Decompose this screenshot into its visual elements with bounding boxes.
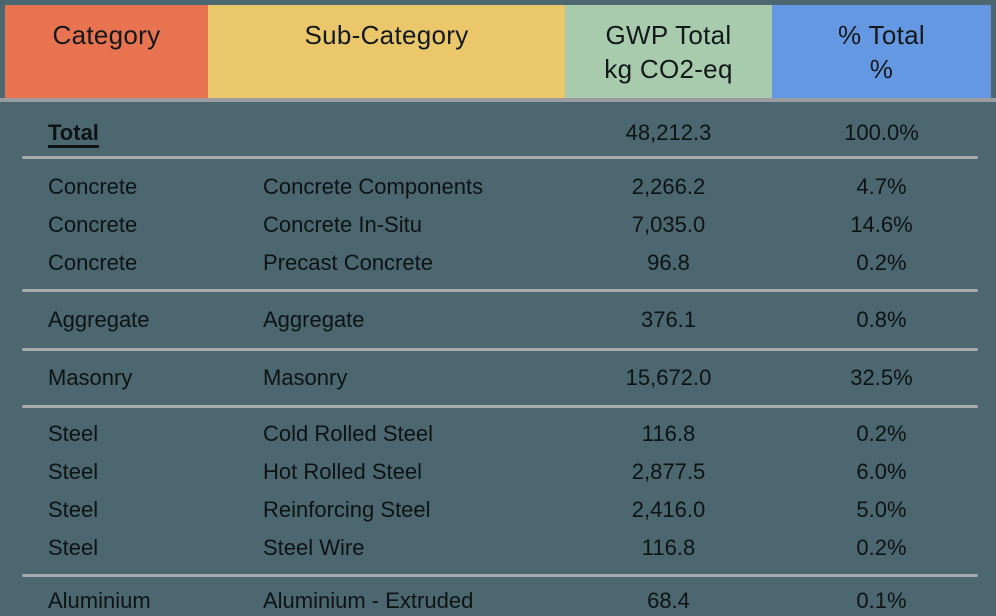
table-row: Steel Reinforcing Steel 2,416.0 5.0% xyxy=(0,491,996,529)
concrete-section: Concrete Concrete Components 2,266.2 4.7… xyxy=(0,159,996,289)
divider xyxy=(22,574,978,577)
steel-section: Steel Cold Rolled Steel 116.8 0.2% Steel… xyxy=(0,408,996,574)
pct-cell: 0.2% xyxy=(856,250,907,275)
col-header-pct-label: % Total xyxy=(838,20,925,50)
pct-cell: 32.5% xyxy=(850,365,913,390)
pct-cell: 0.1% xyxy=(856,588,907,613)
pct-cell: 0.2% xyxy=(856,421,907,446)
col-header-category-label: Category xyxy=(52,20,161,50)
col-header-subcategory-label: Sub-Category xyxy=(304,20,469,50)
table-row: Steel Cold Rolled Steel 116.8 0.2% xyxy=(0,415,996,453)
subcategory-cell: Steel Wire xyxy=(263,535,365,560)
gwp-cell: 7,035.0 xyxy=(631,212,706,237)
subcategory-cell: Cold Rolled Steel xyxy=(263,421,433,446)
divider xyxy=(22,289,978,292)
header-underline xyxy=(0,98,996,102)
table-row: Steel Steel Wire 116.8 0.2% xyxy=(0,529,996,567)
col-header-pct-unit: % xyxy=(869,54,894,84)
pct-cell: 6.0% xyxy=(856,459,907,484)
subcategory-cell: Concrete In-Situ xyxy=(263,212,422,237)
col-header-pct: % Total % xyxy=(772,5,991,98)
pct-cell: 5.0% xyxy=(856,497,907,522)
col-header-gwp-unit: kg CO2-eq xyxy=(604,54,733,84)
category-cell: Masonry xyxy=(48,365,133,390)
table-row: Concrete Concrete In-Situ 7,035.0 14.6% xyxy=(0,206,996,244)
pct-cell: 14.6% xyxy=(850,212,913,237)
pct-cell: 100.0% xyxy=(844,120,919,145)
divider xyxy=(22,156,978,159)
subcategory-cell: Aluminium - Extruded xyxy=(263,588,474,613)
subcategory-cell: Masonry xyxy=(263,365,348,390)
category-cell: Total xyxy=(48,120,99,145)
col-header-gwp-label: GWP Total xyxy=(605,20,732,50)
masonry-section: Masonry Masonry 15,672.0 32.5% xyxy=(0,351,996,405)
table-row: Masonry Masonry 15,672.0 32.5% xyxy=(0,359,996,397)
subcategory-cell: Reinforcing Steel xyxy=(263,497,431,522)
total-section: Total 48,212.3 100.0% xyxy=(0,102,996,156)
gwp-cell: 2,266.2 xyxy=(631,174,706,199)
subcategory-cell: Precast Concrete xyxy=(263,250,433,275)
col-header-subcategory: Sub-Category xyxy=(208,5,565,98)
subcategory-cell: Aggregate xyxy=(263,307,365,332)
gwp-cell: 116.8 xyxy=(641,535,696,560)
gwp-cell: 15,672.0 xyxy=(625,365,712,390)
header-row: Category Sub-Category GWP Total kg CO2-e… xyxy=(5,5,991,98)
category-cell: Concrete xyxy=(48,250,138,275)
category-cell: Steel xyxy=(48,497,99,522)
category-cell: Steel xyxy=(48,421,99,446)
gwp-cell: 116.8 xyxy=(641,421,696,446)
category-cell: Steel xyxy=(48,459,99,484)
col-header-gwp: GWP Total kg CO2-eq xyxy=(565,5,772,98)
divider xyxy=(22,348,978,351)
aggregate-section: Aggregate Aggregate 376.1 0.8% xyxy=(0,292,996,348)
gwp-cell: 2,877.5 xyxy=(631,459,706,484)
category-cell: Steel xyxy=(48,535,99,560)
pct-cell: 0.8% xyxy=(856,307,907,332)
category-cell: Concrete xyxy=(48,212,138,237)
pct-cell: 0.2% xyxy=(856,535,907,560)
gwp-cell: 68.4 xyxy=(647,588,690,613)
table-row: Concrete Concrete Components 2,266.2 4.7… xyxy=(0,168,996,206)
table-row: Steel Hot Rolled Steel 2,877.5 6.0% xyxy=(0,453,996,491)
pct-cell: 4.7% xyxy=(856,174,907,199)
subcategory-cell: Hot Rolled Steel xyxy=(263,459,422,484)
subcategory-cell: Concrete Components xyxy=(263,174,484,199)
category-cell: Aggregate xyxy=(48,307,150,332)
category-cell: Aluminium xyxy=(48,588,151,613)
divider xyxy=(22,405,978,408)
table-row: Aggregate Aggregate 376.1 0.8% xyxy=(0,301,996,339)
col-header-category: Category xyxy=(5,5,208,98)
gwp-cell: 96.8 xyxy=(647,250,690,275)
gwp-cell: 376.1 xyxy=(640,307,697,332)
gwp-cell: 2,416.0 xyxy=(631,497,706,522)
table-row: Concrete Precast Concrete 96.8 0.2% xyxy=(0,244,996,282)
total-row: Total 48,212.3 100.0% xyxy=(0,114,996,152)
gwp-cell: 48,212.3 xyxy=(625,120,712,145)
table-row: Aluminium Aluminium - Extruded 68.4 0.1% xyxy=(0,582,996,616)
category-cell: Concrete xyxy=(48,174,138,199)
aluminium-section: Aluminium Aluminium - Extruded 68.4 0.1% xyxy=(0,577,996,616)
